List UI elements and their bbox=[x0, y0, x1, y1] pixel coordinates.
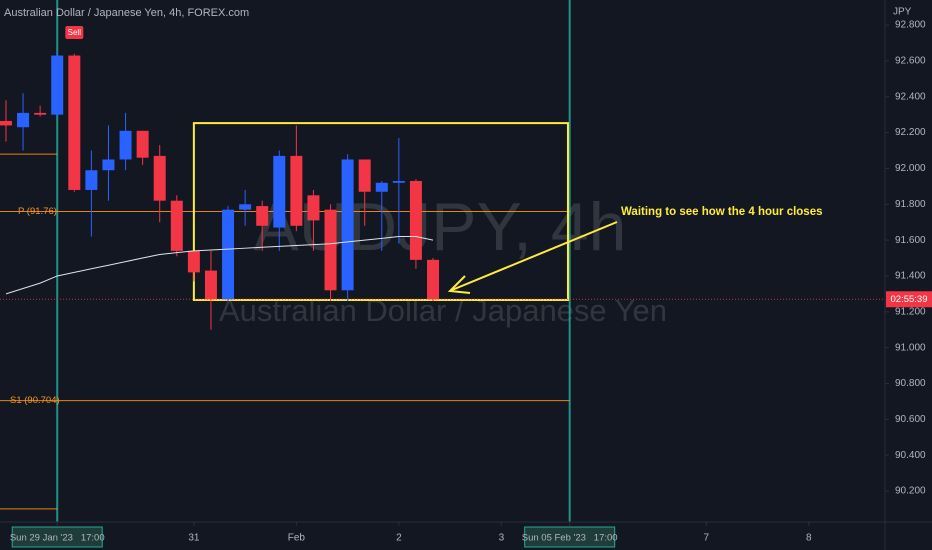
candle-body bbox=[427, 259, 440, 300]
x-tick-label: 31 bbox=[188, 533, 200, 544]
candle-body bbox=[392, 180, 405, 183]
candle-body bbox=[307, 195, 320, 221]
candle-body bbox=[409, 180, 422, 260]
watermark-subtitle: Australian Dollar / Japanese Yen bbox=[219, 293, 667, 328]
candle-body bbox=[34, 112, 47, 115]
x-tick-label: Sun 05 Feb '23 17:00 bbox=[522, 533, 618, 544]
x-tick-label: 2 bbox=[396, 533, 402, 544]
level-label: S1 (90.704) bbox=[10, 395, 60, 406]
y-tick-label: 91.800 bbox=[895, 199, 926, 210]
candle-body bbox=[358, 159, 371, 192]
y-tick-label: 90.400 bbox=[895, 450, 926, 461]
chart-title: Australian Dollar / Japanese Yen, 4h, FO… bbox=[4, 7, 249, 19]
signal-label: Sell bbox=[68, 28, 82, 37]
x-tick-label: Sun 29 Jan '23 17:00 bbox=[10, 533, 105, 544]
candle-body bbox=[273, 155, 286, 228]
y-tick-label: 92.600 bbox=[895, 56, 926, 67]
last-price-box bbox=[886, 291, 932, 308]
candle-body bbox=[102, 159, 115, 171]
x-tick-label: 7 bbox=[704, 533, 710, 544]
candle-body bbox=[85, 170, 98, 190]
range-box bbox=[192, 122, 569, 301]
candle-body bbox=[290, 155, 303, 226]
y-tick-label: 92.200 bbox=[895, 127, 926, 138]
candle-body bbox=[375, 182, 388, 192]
y-tick-label: 91.200 bbox=[895, 306, 926, 317]
annotation-arrow bbox=[451, 221, 618, 291]
y-tick-label: 90.800 bbox=[895, 378, 926, 389]
x-tick-label-box bbox=[11, 526, 103, 548]
candle-body bbox=[68, 55, 81, 190]
x-tick-label: 8 bbox=[806, 533, 812, 544]
x-tick-label: 3 bbox=[499, 533, 505, 544]
moving-average bbox=[5, 236, 434, 295]
y-tick-label: 90.200 bbox=[895, 486, 926, 497]
y-tick-label: 91.000 bbox=[895, 342, 926, 353]
candle-body bbox=[51, 55, 64, 115]
candle-body bbox=[239, 204, 252, 210]
annotation-text: Waiting to see how the 4 hour closes bbox=[621, 206, 823, 218]
x-tick-label: Feb bbox=[288, 533, 306, 544]
candle-body bbox=[204, 270, 217, 300]
x-tick-label-box bbox=[524, 526, 616, 548]
candle-body bbox=[170, 200, 183, 251]
candle-body bbox=[0, 120, 12, 126]
annotation-arrowhead bbox=[447, 275, 471, 294]
y-tick-label: 91.600 bbox=[895, 235, 926, 246]
signal-box bbox=[65, 26, 84, 39]
candle-body bbox=[324, 209, 337, 291]
candle-body bbox=[17, 112, 30, 128]
countdown-label: 02:55:39 bbox=[891, 294, 928, 305]
y-tick-label: 92.800 bbox=[895, 20, 926, 31]
y-tick-label: 92.000 bbox=[895, 163, 926, 174]
y-tick-label: 91.400 bbox=[895, 271, 926, 282]
y-tick-label: 90.600 bbox=[895, 414, 926, 425]
candle-body bbox=[256, 206, 269, 226]
candle-body bbox=[153, 155, 166, 201]
level-label: P (91.76) bbox=[18, 206, 57, 217]
y-tick-label: 92.400 bbox=[895, 91, 926, 102]
candle-body bbox=[187, 250, 200, 273]
candle-body bbox=[136, 130, 149, 158]
candle-body bbox=[119, 130, 132, 160]
candle-body bbox=[222, 209, 235, 300]
candle-body bbox=[341, 159, 354, 291]
currency-label: JPY bbox=[893, 7, 912, 18]
